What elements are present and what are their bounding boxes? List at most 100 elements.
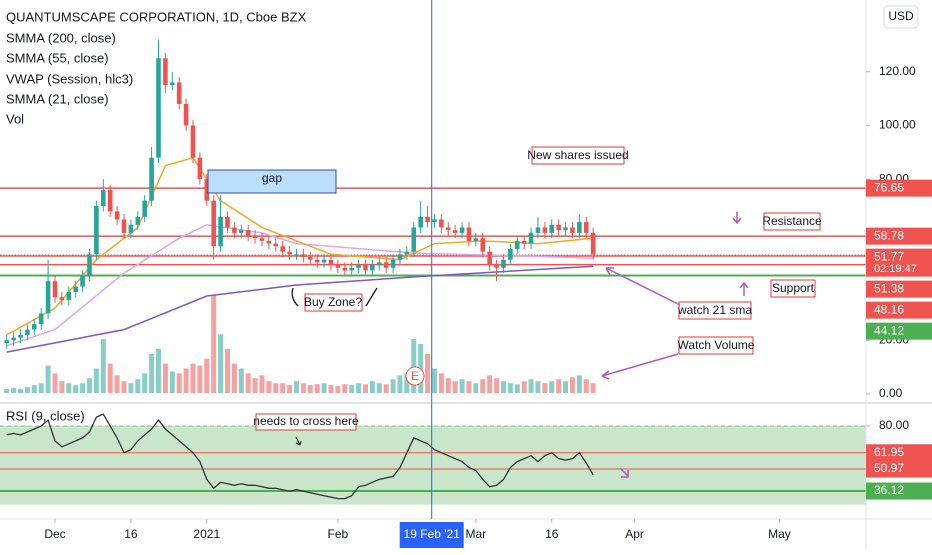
candle-body xyxy=(100,189,106,207)
price-label-box xyxy=(866,248,932,277)
volume-bar xyxy=(514,384,520,393)
candle-body xyxy=(439,219,444,228)
legend-entry: SMMA (21, close) xyxy=(6,91,109,106)
annotation-box xyxy=(763,212,821,231)
volume-bar xyxy=(445,378,451,393)
candle-body xyxy=(87,254,92,276)
candle-body xyxy=(245,230,251,236)
volume-bar xyxy=(135,379,141,393)
volume-bar xyxy=(142,373,148,393)
volume-bar xyxy=(480,379,486,393)
overlay-line xyxy=(6,156,594,336)
volume-bar xyxy=(342,384,348,393)
annotation-box xyxy=(531,146,625,165)
candle-body xyxy=(169,82,175,86)
candle-body xyxy=(121,219,127,233)
volume-bar xyxy=(252,378,258,393)
volume-bar xyxy=(362,384,368,393)
gap-box xyxy=(207,169,337,194)
earnings-label: E xyxy=(411,369,419,383)
annotation: watch 21 sma xyxy=(677,303,752,317)
candle-body xyxy=(142,200,147,217)
candle-body xyxy=(94,206,99,255)
volume-bar xyxy=(121,381,127,393)
annotations: gap New shares issued Resistance Support… xyxy=(207,146,822,478)
volume-bar xyxy=(500,381,506,393)
x-tick-label: 16 xyxy=(124,527,138,541)
y-tick-label: 100.00 xyxy=(879,118,916,132)
volume-bar xyxy=(556,379,562,393)
arrow xyxy=(739,281,749,296)
candle-body xyxy=(342,267,348,271)
candle-body xyxy=(218,216,223,247)
candle-body xyxy=(252,235,258,239)
volume-bar xyxy=(17,389,23,393)
candle-body xyxy=(556,224,561,231)
candle-body xyxy=(307,257,313,260)
volume-bar xyxy=(162,363,168,393)
candle-body xyxy=(114,211,120,220)
volume-bar xyxy=(507,383,513,393)
y-tick-label: 120.00 xyxy=(879,64,916,78)
volume-bar xyxy=(231,363,237,393)
rsi-title: RSI (9, close) xyxy=(6,408,85,423)
price-label-box xyxy=(866,227,932,245)
volume-bar xyxy=(535,381,541,393)
price-label: 51.77 xyxy=(874,249,904,263)
arrow xyxy=(619,467,629,478)
currency-button[interactable]: USD xyxy=(883,5,919,29)
volume-bar xyxy=(452,381,458,393)
volume-bar xyxy=(383,384,389,393)
y-tick-label: 0.00 xyxy=(879,386,903,400)
volume-bar xyxy=(224,348,230,393)
volume-bar xyxy=(528,379,534,393)
price-label: 58.78 xyxy=(874,228,904,242)
annotation-box xyxy=(304,293,363,312)
volume-bar xyxy=(280,383,286,393)
candle-body xyxy=(404,251,410,255)
candle-body xyxy=(11,337,16,341)
volume-bar xyxy=(590,383,596,393)
candle-body xyxy=(38,313,44,325)
volume-bar xyxy=(369,381,375,393)
candle-body xyxy=(52,281,58,298)
candle-body xyxy=(238,230,244,233)
candle-body xyxy=(521,240,527,244)
x-tick-label: Feb xyxy=(328,527,349,541)
candle-body xyxy=(128,224,134,233)
candle-body xyxy=(459,227,465,233)
candle-body xyxy=(376,262,382,266)
candle-body xyxy=(411,227,417,252)
volume-bar xyxy=(521,381,527,393)
crosshair-label-box xyxy=(399,522,464,548)
volume-bar xyxy=(583,379,589,393)
candle-body xyxy=(45,281,51,314)
candle-body xyxy=(80,275,85,287)
arrow xyxy=(732,212,742,225)
annotation: Resistance xyxy=(762,214,822,228)
candle-body xyxy=(466,227,472,241)
volume-bar xyxy=(80,383,86,393)
price-label-box xyxy=(866,301,932,319)
candle-body xyxy=(204,179,210,201)
candle-body xyxy=(452,230,458,233)
candle-body xyxy=(370,265,375,271)
candle-body xyxy=(149,157,154,201)
currency-label[interactable]: USD xyxy=(888,9,914,23)
candle-body xyxy=(335,265,341,268)
annotation-box xyxy=(678,301,752,320)
x-tick-label: May xyxy=(768,527,791,541)
x-tick-label: Mar xyxy=(466,527,487,541)
volume-bar xyxy=(24,387,30,393)
annotation: Watch Volume xyxy=(678,338,755,352)
legend-entry: SMMA (200, close) xyxy=(6,30,116,45)
candle-body xyxy=(176,82,182,104)
candle-body xyxy=(418,216,423,228)
candle-body xyxy=(294,254,299,256)
candle-body xyxy=(514,240,520,249)
volume-bar xyxy=(397,375,403,393)
volume-bar xyxy=(100,339,106,393)
currency-box[interactable] xyxy=(883,5,919,29)
candle-body xyxy=(528,232,534,244)
